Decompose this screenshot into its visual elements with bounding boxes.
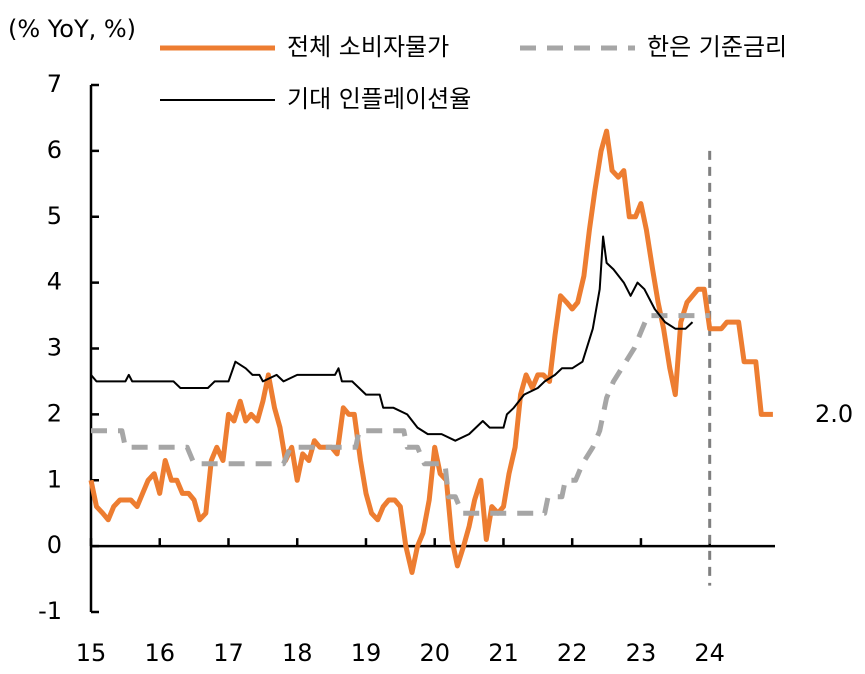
y-tick-label: 7 (47, 70, 62, 98)
series-line (90, 235, 694, 442)
x-tick-label: 22 (557, 639, 588, 667)
y-tick-label: 6 (47, 136, 62, 164)
x-tick-label: 24 (694, 639, 725, 667)
legend-label: 한은 기준금리 (647, 33, 787, 61)
x-tick-label: 16 (144, 639, 175, 667)
x-tick-label: 21 (488, 639, 519, 667)
y-tick-label: 5 (47, 202, 62, 230)
y-tick-label: 1 (47, 465, 62, 493)
unit-label: (% YoY, %) (8, 15, 136, 43)
y-tick-label: 0 (47, 531, 62, 559)
x-tick-label: 19 (351, 639, 382, 667)
y-tick-label: -1 (38, 597, 62, 625)
end-label: 2.0 (815, 400, 853, 428)
x-tick-label: 18 (282, 639, 313, 667)
legend-label: 기대 인플레이션율 (287, 85, 471, 113)
y-tick-label: 4 (47, 268, 62, 296)
y-tick-label: 3 (47, 334, 62, 362)
x-tick-label: 17 (213, 639, 244, 667)
x-tick-label: 23 (626, 639, 657, 667)
series-line (88, 128, 773, 575)
y-tick-label: 2 (47, 399, 62, 427)
series-line (91, 313, 710, 516)
x-tick-label: 15 (76, 639, 107, 667)
x-tick-label: 20 (419, 639, 450, 667)
legend-label: 전체 소비자물가 (287, 33, 449, 61)
